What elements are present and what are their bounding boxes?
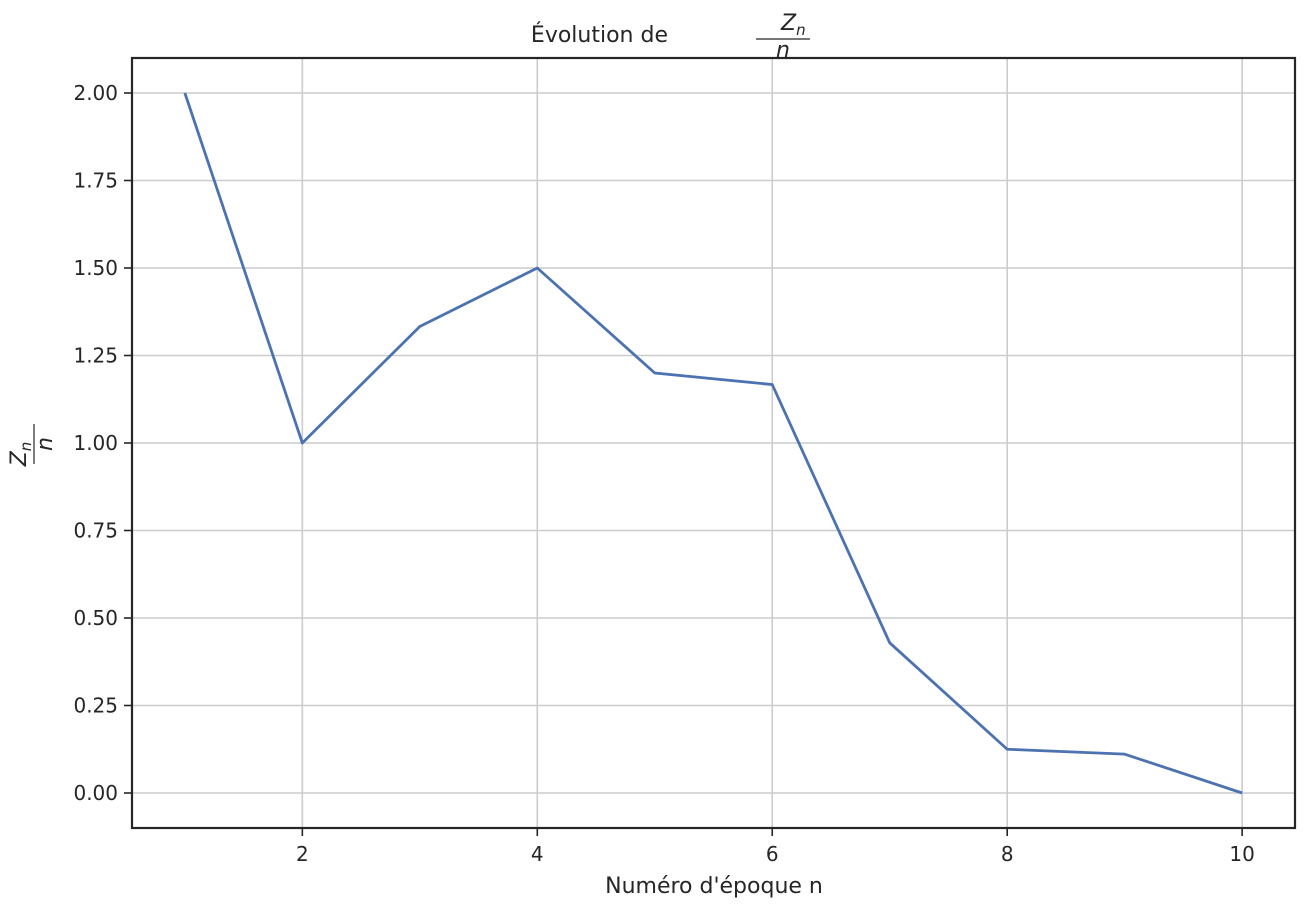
y-label-numerator-base: Z [7, 450, 32, 467]
title-numerator: Zn [780, 11, 806, 39]
grid-lines [132, 58, 1295, 828]
title-prefix: Évolution de [531, 22, 668, 48]
chart-title: Évolution de Zn n [531, 11, 810, 63]
x-axis-label: Numéro d'époque n [605, 874, 823, 899]
y-tick-label: 0.75 [73, 519, 118, 543]
title-numerator-sub: n [796, 21, 806, 39]
x-tick-label: 4 [531, 842, 544, 866]
y-tick-label: 0.50 [73, 606, 118, 630]
y-axis-label: Zn n [7, 424, 58, 467]
y-tick-label: 1.25 [73, 344, 118, 368]
y-tick-label: 1.00 [73, 431, 118, 455]
y-label-denominator: n [33, 437, 58, 451]
y-axis: 0.00 0.25 0.50 0.75 1.00 1.25 1.50 1.75 2.00 [73, 81, 132, 805]
series-line [183, 92, 1243, 795]
y-tick-label: 0.00 [73, 781, 118, 805]
series-layer [183, 92, 1243, 795]
x-tick-label: 6 [766, 842, 779, 866]
y-tick-label: 1.50 [73, 256, 118, 280]
y-label-numerator-sub: n [17, 442, 35, 452]
x-tick-label: 2 [296, 842, 309, 866]
title-numerator-base: Z [780, 11, 797, 36]
title-denominator: n [776, 38, 790, 63]
y-label-numerator: Zn [7, 442, 35, 468]
x-tick-label: 8 [1001, 842, 1014, 866]
y-tick-label: 2.00 [73, 81, 118, 105]
y-tick-label: 0.25 [73, 694, 118, 718]
x-axis: 2 4 6 8 10 [296, 828, 1255, 866]
y-tick-label: 1.75 [73, 169, 118, 193]
x-tick-label: 10 [1229, 842, 1254, 866]
